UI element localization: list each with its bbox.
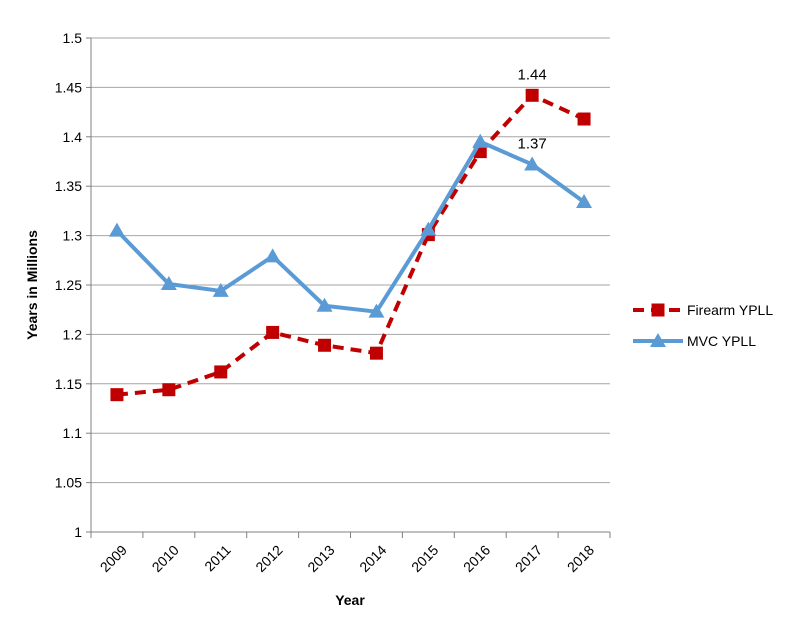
series-mvc-ypll <box>108 133 593 318</box>
x-axis-title: Year <box>335 592 365 608</box>
y-tick-label: 1.3 <box>63 228 83 244</box>
triangle-marker <box>472 133 489 148</box>
square-marker <box>525 88 539 102</box>
legend-label: Firearm YPLL <box>687 302 773 318</box>
y-tick-label: 1.45 <box>55 79 82 95</box>
data-labels: 1.44 1.37 <box>518 66 547 152</box>
x-tick-label: 2009 <box>97 542 130 575</box>
y-tick-label: 1.1 <box>63 425 83 441</box>
triangle-marker <box>420 221 437 236</box>
x-tick-label: 2010 <box>149 542 182 575</box>
y-tick-label: 1 <box>74 524 82 540</box>
y-tick-label: 1.35 <box>55 178 82 194</box>
legend: Firearm YPLL MVC YPLL <box>633 302 773 349</box>
triangle-marker <box>160 276 177 291</box>
triangle-marker <box>108 222 125 237</box>
y-axis-title: Years in Millions <box>24 230 40 340</box>
legend-item: Firearm YPLL <box>633 302 773 318</box>
series-line <box>115 139 586 314</box>
legend-square-marker <box>651 303 665 317</box>
triangle-marker <box>212 282 229 297</box>
square-marker <box>214 365 228 379</box>
x-tick-label: 2014 <box>356 542 389 575</box>
gridlines <box>91 37 610 484</box>
square-marker <box>266 325 280 339</box>
legend-triangle-marker <box>650 333 666 347</box>
y-tick-label: 1.5 <box>63 30 83 46</box>
y-tick-label: 1.05 <box>55 475 82 491</box>
legend-item: MVC YPLL <box>633 333 756 349</box>
triangle-marker <box>524 156 541 171</box>
y-tick-labels: 1 1.05 1.1 1.15 1.2 1.25 1.3 1.35 1.4 1.45 1.5 <box>55 30 82 540</box>
data-label: 1.37 <box>518 135 547 152</box>
x-tick-label: 2013 <box>304 542 337 575</box>
series-line <box>116 93 585 397</box>
data-label: 1.44 <box>518 66 547 83</box>
triangle-marker <box>316 297 333 312</box>
square-marker <box>162 383 176 397</box>
series <box>108 88 593 402</box>
x-tick-label: 2011 <box>201 542 234 575</box>
x-tick-label: 2016 <box>460 542 493 575</box>
x-tick-label: 2015 <box>408 542 441 575</box>
triangle-marker <box>368 303 385 318</box>
x-tick-labels: 2009 2010 2011 2012 2013 2014 2015 2016 2017 2018 <box>97 542 598 575</box>
y-tick-label: 1.15 <box>55 376 82 392</box>
x-tick-label: 2018 <box>564 542 597 575</box>
square-marker <box>369 346 383 360</box>
x-tick-label: 2012 <box>252 542 285 575</box>
square-marker <box>110 388 124 402</box>
square-marker <box>577 112 591 126</box>
legend-label: MVC YPLL <box>687 333 756 349</box>
axes <box>86 37 611 538</box>
y-tick-label: 1.4 <box>63 129 83 145</box>
x-tick-label: 2017 <box>512 542 545 575</box>
triangle-marker <box>264 248 281 263</box>
y-tick-label: 1.2 <box>63 326 83 342</box>
triangle-marker <box>576 194 593 209</box>
y-tick-label: 1.25 <box>55 277 82 293</box>
square-marker <box>318 338 332 352</box>
